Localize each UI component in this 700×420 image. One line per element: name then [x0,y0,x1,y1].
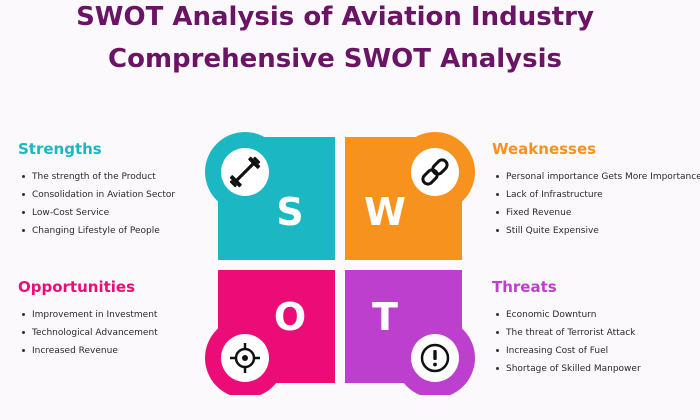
list-item: Increasing Cost of Fuel [492,342,641,360]
list-item: Lack of Infrastructure [492,186,700,204]
weaknesses-section: Weaknesses Personal importance Gets More… [492,140,700,240]
dumbbell-icon [229,156,261,188]
threats-section: Threats Economic Downturn The threat of … [492,278,641,378]
list-item: Shortage of Skilled Manpower [492,360,641,378]
list-item: Changing Lifestyle of People [18,222,175,240]
opportunities-heading: Opportunities [18,278,136,296]
weaknesses-heading: Weaknesses [492,140,597,158]
list-item: Low-Cost Service [18,204,175,222]
exclamation-icon [420,343,450,373]
list-item: Consolidation in Aviation Sector [18,186,175,204]
list-item: Fixed Revenue [492,204,700,222]
opportunities-list: Improvement in Investment Technological … [18,306,158,360]
list-item: Economic Downturn [492,306,641,324]
list-item: Technological Advancement [18,324,158,342]
opportunities-icon-badge [205,318,285,395]
list-item: The strength of the Product [18,168,175,186]
strengths-heading: Strengths [18,140,102,158]
list-item: Increased Revenue [18,342,158,360]
letter-s: S [276,190,303,234]
strengths-section: Strengths The strength of the Product Co… [18,140,175,240]
letter-t: T [372,295,398,339]
letter-o: O [274,295,306,339]
threats-icon-badge [395,318,475,395]
weaknesses-list: Personal importance Gets More Importance… [492,168,700,240]
list-item: Personal importance Gets More Importance [492,168,700,186]
letter-w: W [364,190,406,234]
threats-list: Economic Downturn The threat of Terroris… [492,306,641,378]
list-item: Improvement in Investment [18,306,158,324]
weaknesses-icon-badge [395,132,475,212]
strengths-list: The strength of the Product Consolidatio… [18,168,175,240]
swot-diagram: S W O T [205,132,475,395]
list-item: The threat of Terrorist Attack [492,324,641,342]
page-title: SWOT Analysis of Aviation Industry [76,2,594,32]
opportunities-section: Opportunities Improvement in Investment … [18,278,158,360]
target-icon [230,343,260,373]
threats-heading: Threats [492,278,557,296]
page-subtitle: Comprehensive SWOT Analysis [108,44,562,74]
list-item: Still Quite Expensive [492,222,700,240]
strengths-icon-badge [205,132,285,212]
chain-link-icon [421,158,449,186]
